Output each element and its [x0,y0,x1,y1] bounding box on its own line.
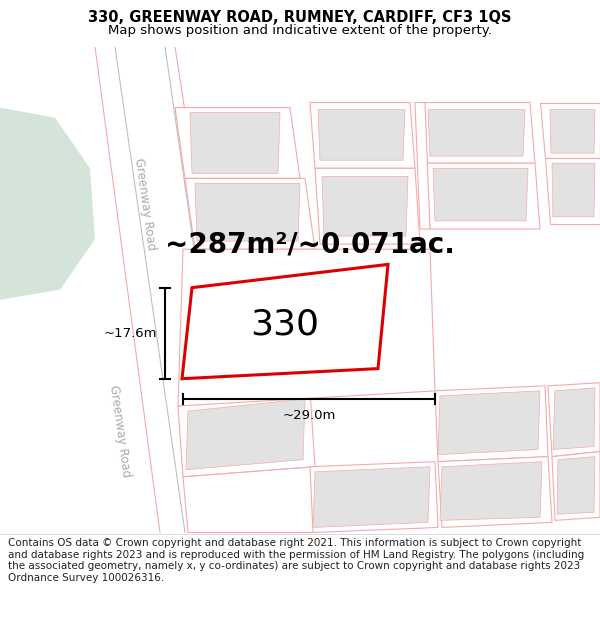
Text: 330: 330 [251,308,320,342]
Polygon shape [420,102,535,163]
Polygon shape [540,102,600,158]
Polygon shape [310,102,415,168]
Polygon shape [433,168,528,221]
Polygon shape [186,399,305,470]
Polygon shape [185,178,315,249]
Polygon shape [438,391,540,454]
Text: ~17.6m: ~17.6m [104,327,157,340]
Text: Greenway Road: Greenway Road [132,157,158,251]
Polygon shape [552,163,595,217]
Polygon shape [438,457,552,528]
Polygon shape [183,467,318,532]
Polygon shape [552,451,600,521]
Text: 330, GREENWAY ROAD, RUMNEY, CARDIFF, CF3 1QS: 330, GREENWAY ROAD, RUMNEY, CARDIFF, CF3… [88,10,512,25]
Polygon shape [313,467,430,528]
Polygon shape [548,382,600,457]
Polygon shape [322,176,408,236]
Polygon shape [428,109,525,156]
Polygon shape [435,386,548,462]
Text: ~287m²/~0.071ac.: ~287m²/~0.071ac. [165,230,455,258]
Polygon shape [178,391,315,477]
Polygon shape [415,102,430,229]
Polygon shape [553,388,595,449]
Polygon shape [182,264,388,379]
Polygon shape [178,249,435,406]
Polygon shape [545,158,600,224]
Polygon shape [440,462,542,521]
Text: ~29.0m: ~29.0m [283,409,335,422]
Polygon shape [318,109,405,160]
Polygon shape [115,47,235,532]
Polygon shape [550,109,595,153]
Polygon shape [175,107,300,178]
Text: Greenway Road: Greenway Road [107,384,133,478]
Text: Contains OS data © Crown copyright and database right 2021. This information is : Contains OS data © Crown copyright and d… [8,538,584,583]
Polygon shape [195,184,300,241]
Polygon shape [190,112,280,173]
Polygon shape [310,462,438,532]
Polygon shape [0,107,95,300]
Text: Map shows position and indicative extent of the property.: Map shows position and indicative extent… [108,24,492,36]
Polygon shape [315,168,420,244]
Polygon shape [425,163,540,229]
Polygon shape [557,457,595,514]
